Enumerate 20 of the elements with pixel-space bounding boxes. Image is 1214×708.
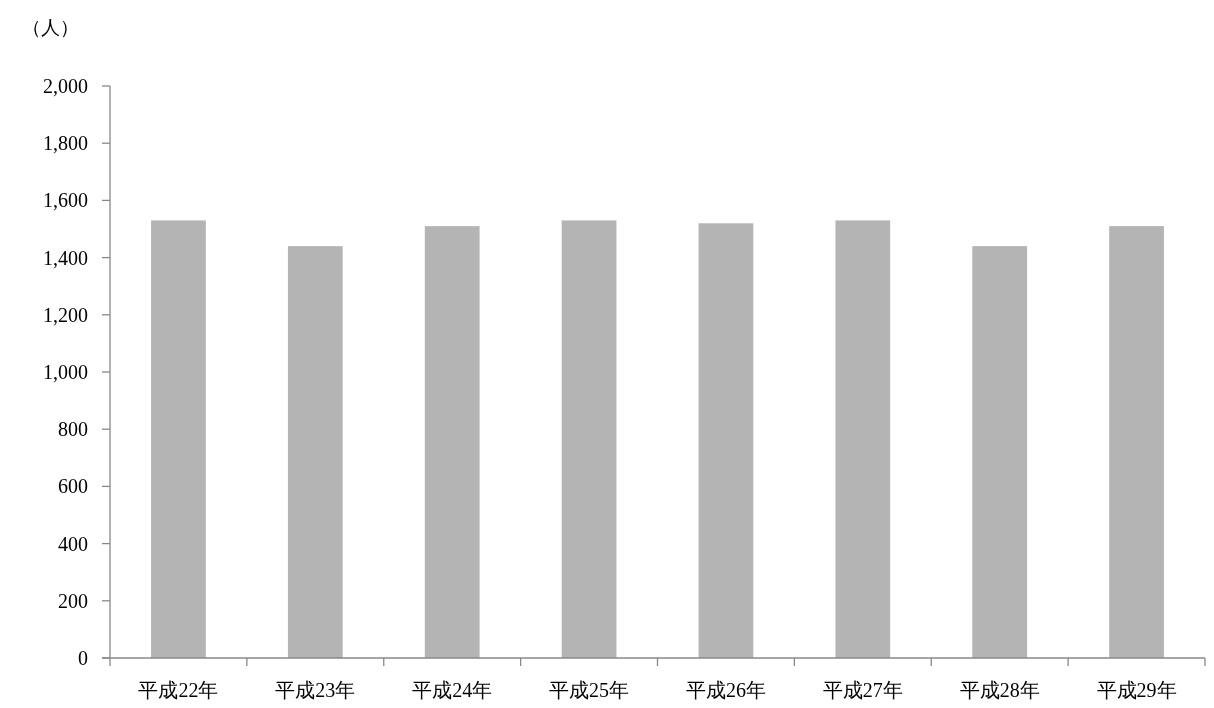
y-tick-label: 800 <box>58 418 88 441</box>
x-tick-label: 平成28年 <box>959 679 1040 701</box>
y-tick-label: 400 <box>58 532 88 555</box>
y-tick-label: 600 <box>58 475 88 498</box>
x-tick-label: 平成25年 <box>549 679 630 701</box>
x-tick-label: 平成29年 <box>1096 679 1177 701</box>
y-axis-title: （人） <box>22 17 79 38</box>
y-tick-label: 1,600 <box>43 189 88 212</box>
y-tick-label: 1,800 <box>43 132 88 155</box>
x-tick-label: 平成23年 <box>275 679 356 701</box>
x-tick-label: 平成24年 <box>412 679 493 701</box>
x-tick-label: 平成22年 <box>138 679 219 701</box>
x-tick-label: 平成27年 <box>822 679 903 701</box>
y-tick-label: 1,400 <box>43 246 88 269</box>
y-tick-label: 1,200 <box>43 303 88 326</box>
y-tick-label: 200 <box>58 589 88 612</box>
y-tick-label: 1,000 <box>43 361 88 383</box>
y-tick-label: 0 <box>78 647 88 669</box>
y-tick-label: 2,000 <box>43 75 88 97</box>
x-tick-label: 平成26年 <box>685 679 766 701</box>
